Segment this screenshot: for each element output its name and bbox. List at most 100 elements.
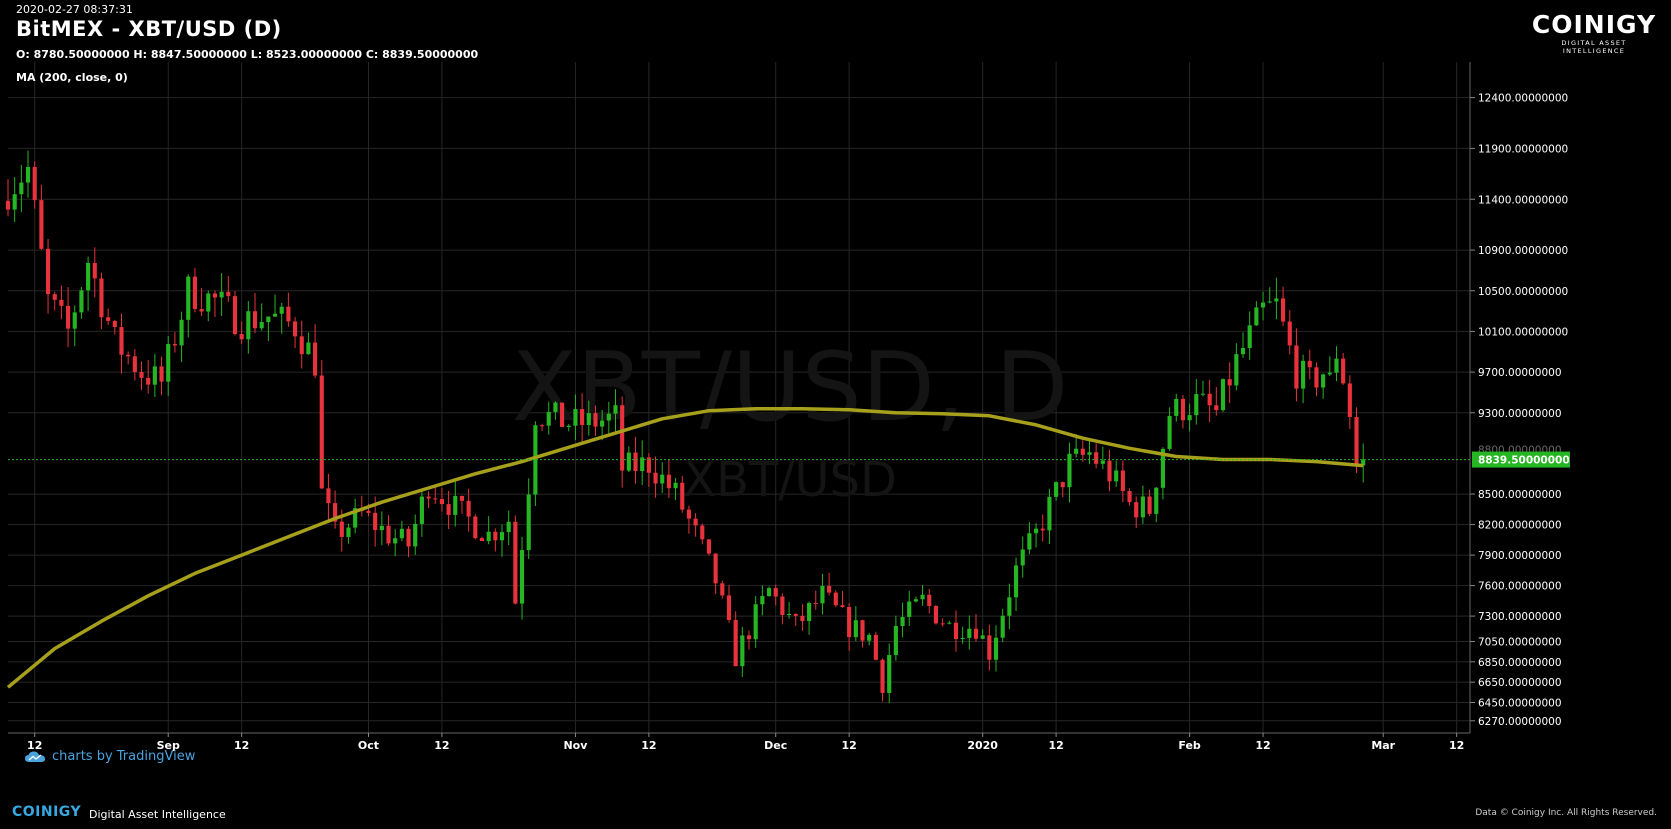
candle-body xyxy=(833,592,838,606)
candle-body xyxy=(847,607,852,638)
candle-body xyxy=(1040,528,1045,531)
indicator-legend[interactable]: MA (200, close, 0) xyxy=(16,71,128,84)
candle-body xyxy=(1107,460,1112,482)
candle-body xyxy=(1214,405,1219,411)
candle-body xyxy=(887,654,892,693)
price-tick-label: 9700.00000000 xyxy=(1478,367,1562,379)
candle-body xyxy=(433,498,438,500)
candle-body xyxy=(1067,453,1072,488)
candle-body xyxy=(386,525,391,544)
candle-body xyxy=(1260,302,1266,308)
candle-body xyxy=(1013,565,1019,598)
candles xyxy=(5,150,1366,704)
candle-body xyxy=(960,637,965,640)
candle-body xyxy=(159,366,164,382)
candle-body xyxy=(92,262,97,279)
candle-body xyxy=(1361,459,1366,466)
candle-body xyxy=(479,538,485,542)
price-tick-label: 6650.00000000 xyxy=(1478,677,1562,689)
candle-body xyxy=(506,521,511,533)
candle-body xyxy=(366,510,371,513)
candle-body xyxy=(640,457,645,472)
candle-body xyxy=(933,606,939,624)
price-tick-label: 6450.00000000 xyxy=(1478,698,1562,710)
candle-body xyxy=(1281,298,1286,322)
candle-body xyxy=(1120,470,1125,492)
candle-body xyxy=(1020,549,1025,566)
candle-body xyxy=(12,194,17,210)
candle-body xyxy=(52,294,57,300)
candle-body xyxy=(706,539,712,554)
time-tick-label: 12 xyxy=(234,739,249,752)
candle-body xyxy=(1341,358,1346,384)
candle-body xyxy=(967,628,972,638)
chart-timestamp: 2020-02-27 08:37:31 xyxy=(16,3,133,16)
footer-brand: COINIGY xyxy=(12,804,82,820)
candle-body xyxy=(1194,394,1199,416)
ohlc-readout: O: 8780.50000000 H: 8847.50000000 L: 852… xyxy=(16,48,479,61)
candle-body xyxy=(232,296,238,335)
candle-body xyxy=(25,166,31,183)
candle-body xyxy=(793,613,798,616)
candle-body xyxy=(753,604,758,640)
candle-body xyxy=(5,200,11,210)
candle-body xyxy=(780,596,785,615)
candle-body xyxy=(1140,496,1145,518)
tradingview-attribution[interactable]: charts by TradingView xyxy=(24,749,195,764)
candle-body xyxy=(820,585,825,604)
candle-body xyxy=(239,334,244,340)
candle-body xyxy=(426,496,431,499)
candle-body xyxy=(1027,533,1032,550)
time-tick-label: 12 xyxy=(841,739,856,752)
candle-body xyxy=(720,583,725,596)
candle-body xyxy=(1227,379,1232,386)
last-price-label: 8839.50000000 xyxy=(1478,455,1570,467)
candle-body xyxy=(1034,528,1039,534)
candle-body xyxy=(246,311,251,340)
tradingview-label[interactable]: charts by TradingView xyxy=(52,749,196,764)
candle-body xyxy=(940,623,945,625)
price-tick-label: 10100.00000000 xyxy=(1478,326,1568,338)
price-tick-label: 8200.00000000 xyxy=(1478,520,1562,532)
candle-body xyxy=(1354,417,1359,466)
candle-body xyxy=(212,293,218,298)
price-tick-label: 10900.00000000 xyxy=(1478,245,1568,257)
price-tick-label: 6270.00000000 xyxy=(1478,716,1562,728)
coinigy-logo: COINIGY DIGITAL ASSET INTELLIGENCE xyxy=(1529,12,1659,56)
candle-body xyxy=(279,306,284,314)
candle-body xyxy=(1054,482,1059,497)
candle-body xyxy=(339,521,344,537)
candle-body xyxy=(72,312,77,329)
price-tick-label: 9300.00000000 xyxy=(1478,408,1562,420)
price-tick-label: 8500.00000000 xyxy=(1478,489,1562,501)
candle-body xyxy=(226,291,231,297)
candle-body xyxy=(1207,393,1212,406)
candle-body xyxy=(466,500,471,517)
candle-body xyxy=(319,375,324,489)
candle-body xyxy=(626,452,631,471)
price-tick-label: 10500.00000000 xyxy=(1478,286,1568,298)
candle-body xyxy=(39,200,44,249)
time-tick-label: Dec xyxy=(764,739,787,752)
candle-body xyxy=(786,613,792,615)
price-tick-label: 11400.00000000 xyxy=(1478,194,1568,206)
candle-body xyxy=(526,494,531,551)
candle-body xyxy=(306,342,311,355)
candle-body xyxy=(1187,415,1192,421)
candle-body xyxy=(673,482,678,489)
last-price-badge xyxy=(1472,451,1570,468)
time-tick-label: Oct xyxy=(358,739,379,752)
candle-body xyxy=(860,620,865,641)
candle-body xyxy=(1347,383,1352,418)
candle-body xyxy=(713,553,718,584)
watermark: XBT/USD, D XBT/USD xyxy=(512,333,1069,508)
candle-body xyxy=(1327,372,1332,375)
candle-body xyxy=(313,342,318,376)
candle-body xyxy=(800,615,805,622)
candle-body xyxy=(252,311,258,329)
candle-body xyxy=(266,316,271,323)
candle-body xyxy=(900,616,905,626)
time-tick-label: Feb xyxy=(1178,739,1201,752)
candle-body xyxy=(760,596,765,605)
